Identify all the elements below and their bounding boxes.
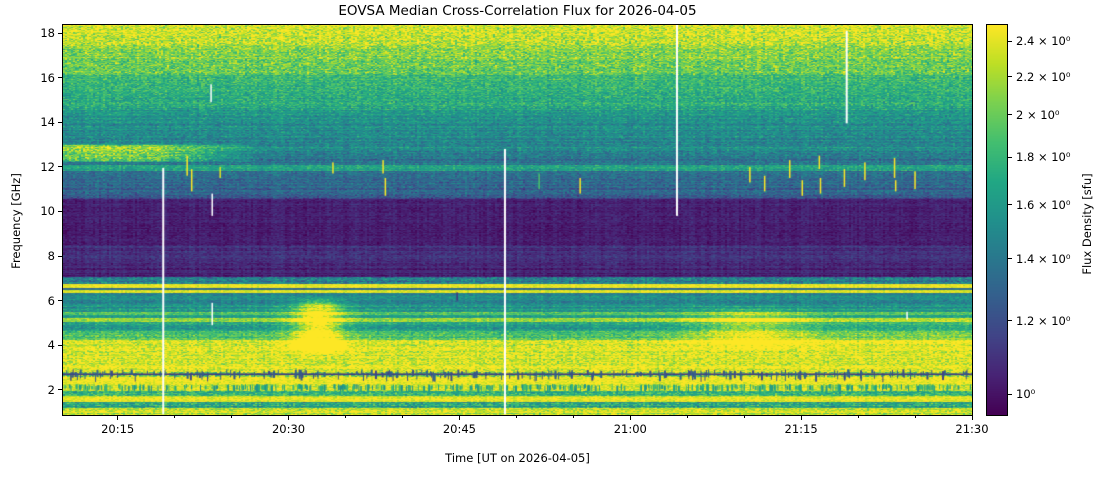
colorbar-tick [1008,258,1012,260]
y-major-tick [58,344,63,346]
colorbar-tick [1008,76,1012,78]
y-tick-label: 6 [47,293,55,308]
x-minor-tick [401,415,403,418]
y-tick-label: 10 [40,204,55,219]
y-tick-label: 4 [47,338,55,353]
x-minor-tick [572,415,574,418]
x-minor-tick [743,415,745,418]
x-minor-tick [174,415,176,418]
colorbar-tick-label: 2.4 × 10⁰ [1016,34,1071,49]
y-tick-label: 2 [47,382,55,397]
x-minor-tick [231,415,233,418]
y-major-tick [58,210,63,212]
y-major-tick [58,121,63,123]
y-tick-label: 12 [40,159,55,174]
colorbar-tick-label: 1.6 × 10⁰ [1016,197,1071,212]
colorbar-tick-label: 1.4 × 10⁰ [1016,251,1071,266]
y-major-tick [58,32,63,34]
y-axis-label: Frequency [GHz] [9,173,23,269]
x-minor-tick [344,415,346,418]
x-tick-label: 20:15 [101,422,135,436]
x-tick-label: 20:45 [442,422,476,436]
colorbar-tick [1008,320,1012,322]
colorbar-tick-label: 1.8 × 10⁰ [1016,150,1071,165]
colorbar-label: Flux Density [sfu] [1080,173,1094,275]
y-major-tick [58,77,63,79]
colorbar-tick-label: 2.2 × 10⁰ [1016,69,1071,84]
x-tick-label: 21:30 [955,422,989,436]
colorbar-tick [1008,204,1012,206]
x-major-tick [117,415,119,420]
y-tick-label: 16 [40,70,55,85]
x-minor-tick [914,415,916,418]
x-minor-tick [515,415,517,418]
x-tick-label: 20:30 [271,422,306,436]
colorbar-tick-label: 1.2 × 10⁰ [1016,313,1071,328]
y-major-tick [58,255,63,257]
colorbar-tick [1008,156,1012,158]
x-axis-label: Time [UT on 2026-04-05] [445,451,590,465]
colorbar [987,25,1007,415]
y-tick-label: 18 [40,26,55,41]
x-major-tick [288,415,290,420]
x-major-tick [629,415,631,420]
y-tick-label: 14 [40,115,55,130]
colorbar-tick-label: 2 × 10⁰ [1016,107,1060,122]
y-major-tick [58,300,63,302]
x-major-tick [458,415,460,420]
spectrogram-heatmap [63,25,972,415]
chart-title: EOVSA Median Cross-Correlation Flux for … [338,3,697,19]
colorbar-tick [1008,40,1012,42]
x-tick-label: 21:00 [613,422,647,436]
x-tick-label: 21:15 [784,422,818,436]
colorbar-tick [1008,393,1012,395]
colorbar-tick-label: 10⁰ [1016,387,1036,402]
x-minor-tick [857,415,859,418]
x-major-tick [971,415,973,420]
y-major-tick [58,389,63,391]
x-minor-tick [686,415,688,418]
colorbar-tick [1008,114,1012,116]
y-tick-label: 8 [47,249,55,263]
y-major-tick [58,166,63,168]
x-major-tick [800,415,802,420]
